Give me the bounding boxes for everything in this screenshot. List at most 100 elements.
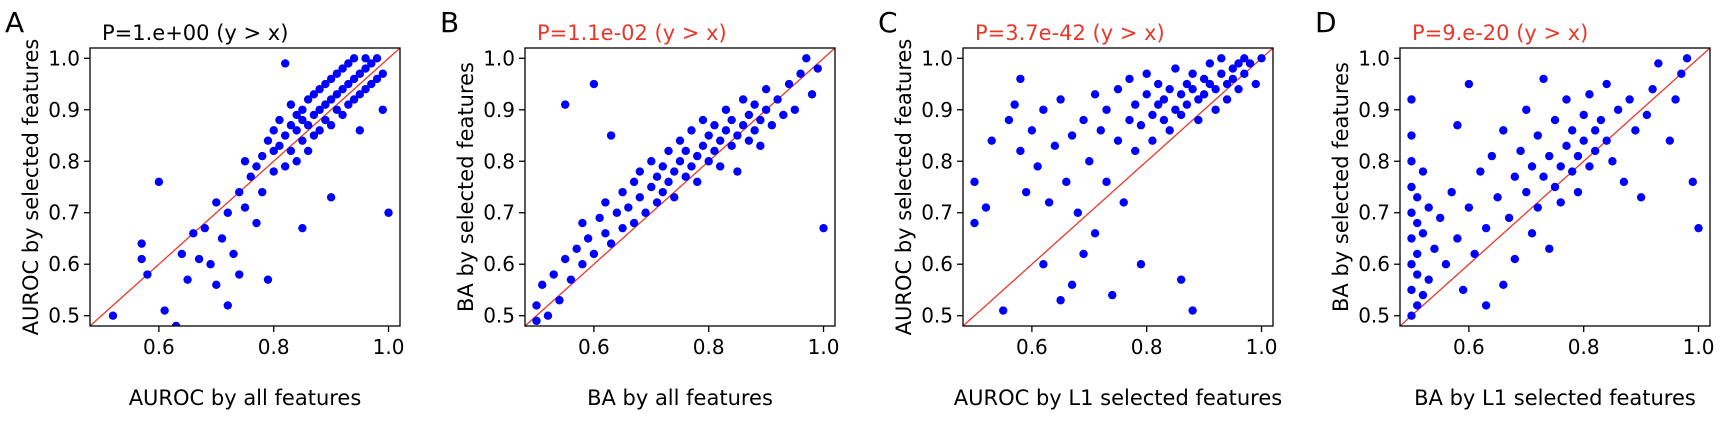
scatter-point xyxy=(367,59,376,68)
scatter-point xyxy=(183,275,192,284)
scatter-point xyxy=(1188,306,1197,315)
scatter-point xyxy=(1654,59,1663,68)
scatter-point xyxy=(664,177,673,187)
scatter-point xyxy=(303,95,313,104)
scatter-point xyxy=(1251,79,1260,89)
scatter-point xyxy=(361,84,370,94)
scatter-point xyxy=(606,239,616,248)
scatter-point xyxy=(1579,136,1588,145)
scatter-point xyxy=(670,193,679,202)
scatter-point xyxy=(303,146,313,156)
scatter-point xyxy=(1418,229,1428,238)
scatter-point xyxy=(355,90,365,99)
scatter-point xyxy=(1148,110,1157,120)
scatter-point xyxy=(1407,182,1416,192)
scatter-point xyxy=(344,100,353,109)
scatter-point xyxy=(1108,290,1117,300)
scatter-point xyxy=(1631,126,1640,135)
x-tick-label: 0.8 xyxy=(1568,335,1600,359)
y-tick-label: 1.0 xyxy=(921,46,953,70)
scatter-point xyxy=(298,223,307,233)
scatter-point xyxy=(1688,177,1697,187)
scatter-point xyxy=(292,157,301,166)
scatter-point xyxy=(549,270,558,279)
scatter-point xyxy=(1182,100,1192,109)
scatter-point xyxy=(1464,203,1474,212)
scatter-point xyxy=(1648,84,1657,94)
panel-c: 0.6 0.8 1.0 0.5 0.6 0.7 0.8 0.9 1.0 AUROC by L1 s… xyxy=(878,6,1282,410)
scatter-point xyxy=(1413,218,1422,228)
scatter-point xyxy=(652,198,662,207)
scatter-point xyxy=(1153,100,1163,109)
scatter-point xyxy=(137,239,146,248)
scatter-points xyxy=(108,54,393,326)
y-tick-label: 0.7 xyxy=(48,201,80,225)
scatter-point xyxy=(1470,249,1479,259)
scatter-point xyxy=(1516,146,1525,156)
scatter-point xyxy=(1125,115,1134,125)
y-tick-label: 0.6 xyxy=(48,252,80,276)
scatter-point xyxy=(1619,177,1629,187)
scatter-point xyxy=(332,105,342,114)
scatter-point xyxy=(970,177,979,187)
scatter-point xyxy=(1136,121,1146,130)
scatter-point xyxy=(629,218,639,228)
scatter-point xyxy=(258,151,267,161)
y-axis-label: BA by selected features xyxy=(454,62,478,312)
scatter-point xyxy=(813,64,822,73)
scatter-point xyxy=(578,218,587,228)
scatter-point xyxy=(1176,275,1186,284)
scatter-point xyxy=(1234,59,1243,68)
scatter-point xyxy=(223,208,232,217)
scatter-point xyxy=(1142,90,1151,99)
scatter-point xyxy=(321,115,330,125)
scatter-point xyxy=(635,193,645,202)
x-tick-label: 0.8 xyxy=(258,335,290,359)
scatter-point xyxy=(1407,208,1416,217)
scatter-point xyxy=(981,203,991,212)
scatter-point xyxy=(715,162,725,171)
scatter-point xyxy=(315,126,324,135)
scatter-point xyxy=(1079,115,1088,125)
scatter-point xyxy=(263,275,273,284)
y-tick-label: 0.5 xyxy=(483,304,515,328)
scatter-point xyxy=(338,84,347,94)
scatter-point xyxy=(355,126,365,135)
scatter-point xyxy=(612,208,622,217)
scatter-point xyxy=(1590,126,1600,135)
scatter-point xyxy=(1499,280,1508,290)
scatter-point xyxy=(1131,146,1140,156)
scatter-point xyxy=(1217,69,1226,78)
scatter-point xyxy=(1004,115,1014,125)
scatter-point xyxy=(240,157,250,166)
scatter-point xyxy=(721,126,731,135)
scatter-point xyxy=(252,218,261,228)
scatter-point xyxy=(1539,172,1548,181)
scatter-point xyxy=(744,110,754,120)
scatter-point xyxy=(315,84,324,94)
scatter-point xyxy=(1148,136,1157,145)
scatter-point xyxy=(1056,95,1065,104)
scatter-point xyxy=(658,187,667,197)
scatter-point xyxy=(601,198,610,207)
y-tick-label: 0.7 xyxy=(483,201,515,225)
scatter-point xyxy=(1556,198,1565,207)
scatter-point xyxy=(1453,121,1462,130)
p-value-title: P=1.1e-02 (y > x) xyxy=(537,21,727,45)
scatter-point xyxy=(1418,290,1428,300)
scatter-point xyxy=(1113,136,1123,145)
scatter-point xyxy=(738,121,748,130)
panel-d: 0.6 0.8 1.0 0.5 0.6 0.7 0.8 0.9 1.0 BA by L1 sele… xyxy=(1315,6,1714,410)
y-tick-label: 0.7 xyxy=(1358,201,1390,225)
scatter-point xyxy=(1413,270,1422,279)
scatter-point xyxy=(601,229,610,238)
scatter-point xyxy=(1211,84,1220,94)
scatter-point xyxy=(1113,84,1123,94)
x-tick-label: 1.0 xyxy=(1683,335,1715,359)
scatter-point xyxy=(802,54,811,63)
scatter-point xyxy=(298,105,307,114)
scatter-point xyxy=(767,121,777,130)
scatter-point xyxy=(298,115,307,125)
scatter-point xyxy=(137,254,146,264)
